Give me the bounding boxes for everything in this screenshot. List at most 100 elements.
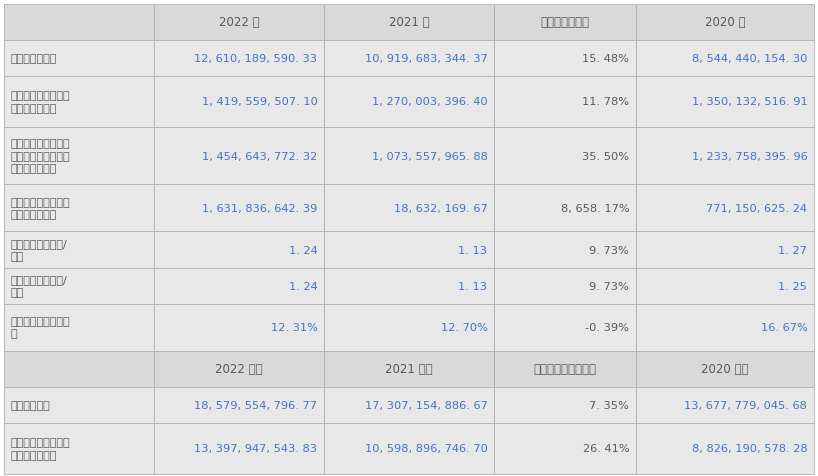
Text: 1, 073, 557, 965. 88: 1, 073, 557, 965. 88 [371,151,488,161]
Bar [636,185,814,232]
Text: 1, 350, 132, 516. 91: 1, 350, 132, 516. 91 [691,97,807,107]
Text: 9. 73%: 9. 73% [590,245,629,255]
Text: 12. 70%: 12. 70% [441,323,488,333]
Text: 加权平均净资产收益
率: 加权平均净资产收益 率 [11,317,70,339]
Bar [324,77,494,128]
Text: 经营活动产生的现金
流量净额（元）: 经营活动产生的现金 流量净额（元） [11,198,70,220]
Bar [636,268,814,304]
Bar [494,185,636,232]
Bar [4,304,154,351]
Text: 1. 27: 1. 27 [779,245,807,255]
Text: 2020 年: 2020 年 [704,16,745,30]
Bar [154,185,324,232]
Text: 基本每股收益（元/
股）: 基本每股收益（元/ 股） [11,239,67,261]
Bar [324,351,494,387]
Bar [324,185,494,232]
Text: 18, 632, 169. 67: 18, 632, 169. 67 [393,204,488,214]
Text: 1. 24: 1. 24 [289,281,317,291]
Bar [636,5,814,41]
Text: 8, 826, 190, 578. 28: 8, 826, 190, 578. 28 [692,443,807,453]
Bar [494,387,636,423]
Bar [154,232,324,268]
Text: 1. 13: 1. 13 [458,245,488,255]
Text: 1. 24: 1. 24 [289,245,317,255]
Text: 归属于上市公司股东
的扣除非经常性损益
的净利润（元）: 归属于上市公司股东 的扣除非经常性损益 的净利润（元） [11,139,70,174]
Bar [154,423,324,474]
Text: 1, 419, 559, 507. 10: 1, 419, 559, 507. 10 [201,97,317,107]
Bar [636,128,814,185]
Text: 本年比上年增减: 本年比上年增减 [541,16,590,30]
Bar [324,232,494,268]
Text: 7. 35%: 7. 35% [590,400,629,410]
Bar [494,268,636,304]
Bar [324,5,494,41]
Bar [154,5,324,41]
Bar [324,304,494,351]
Bar [324,387,494,423]
Bar [324,41,494,77]
Text: 归属于上市公司股东
的净利润（元）: 归属于上市公司股东 的净利润（元） [11,91,70,113]
Bar [494,423,636,474]
Bar [324,128,494,185]
Text: 2022 年末: 2022 年末 [215,363,263,376]
Text: 26. 41%: 26. 41% [582,443,629,453]
Bar [4,268,154,304]
Text: 13, 397, 947, 543. 83: 13, 397, 947, 543. 83 [195,443,317,453]
Text: 2020 年末: 2020 年末 [701,363,748,376]
Bar [494,351,636,387]
Text: 8, 658. 17%: 8, 658. 17% [560,204,629,214]
Bar [494,232,636,268]
Bar [494,41,636,77]
Bar [4,185,154,232]
Bar [4,128,154,185]
Text: 1. 13: 1. 13 [458,281,488,291]
Bar [154,387,324,423]
Bar [636,387,814,423]
Text: 8, 544, 440, 154. 30: 8, 544, 440, 154. 30 [692,54,807,64]
Text: 15. 48%: 15. 48% [582,54,629,64]
Bar [636,41,814,77]
Bar [494,5,636,41]
Text: 18, 579, 554, 796. 77: 18, 579, 554, 796. 77 [195,400,317,410]
Text: 1, 454, 643, 772. 32: 1, 454, 643, 772. 32 [202,151,317,161]
Bar [636,77,814,128]
Bar [154,268,324,304]
Text: -0. 39%: -0. 39% [586,323,629,333]
Bar [4,77,154,128]
Text: 11. 78%: 11. 78% [582,97,629,107]
Text: 16. 67%: 16. 67% [761,323,807,333]
Text: 17, 307, 154, 886. 67: 17, 307, 154, 886. 67 [365,400,488,410]
Text: 稀释每股收益（元/
股）: 稀释每股收益（元/ 股） [11,275,67,297]
Bar [154,41,324,77]
Bar [636,351,814,387]
Bar [324,268,494,304]
Bar [494,128,636,185]
Bar [4,423,154,474]
Bar [4,387,154,423]
Text: 2021 年: 2021 年 [389,16,429,30]
Bar [154,351,324,387]
Bar [154,304,324,351]
Bar [154,128,324,185]
Text: 1, 631, 836, 642. 39: 1, 631, 836, 642. 39 [202,204,317,214]
Bar [494,304,636,351]
Text: 12, 610, 189, 590. 33: 12, 610, 189, 590. 33 [195,54,317,64]
Text: 2022 年: 2022 年 [218,16,259,30]
Text: 35. 50%: 35. 50% [582,151,629,161]
Bar [4,232,154,268]
Bar [4,351,154,387]
Text: 10, 919, 683, 344. 37: 10, 919, 683, 344. 37 [365,54,488,64]
Bar [636,232,814,268]
Bar [154,77,324,128]
Text: 13, 677, 779, 045. 68: 13, 677, 779, 045. 68 [685,400,807,410]
Text: 12. 31%: 12. 31% [271,323,317,333]
Bar [324,423,494,474]
Text: 9. 73%: 9. 73% [590,281,629,291]
Text: 10, 598, 896, 746. 70: 10, 598, 896, 746. 70 [365,443,488,453]
Text: 本年末比上年末增减: 本年末比上年末增减 [533,363,596,376]
Bar [636,423,814,474]
Text: 1. 25: 1. 25 [779,281,807,291]
Bar [4,41,154,77]
Bar [494,77,636,128]
Text: 2021 年末: 2021 年末 [385,363,433,376]
